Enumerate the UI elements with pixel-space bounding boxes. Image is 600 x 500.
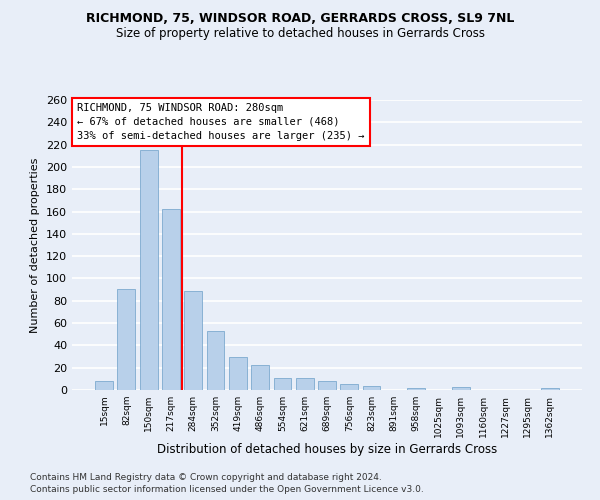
Bar	[118, 288, 136, 390]
Bar	[362, 386, 380, 390]
Bar	[541, 388, 559, 390]
X-axis label: Distribution of detached houses by size in Gerrards Cross: Distribution of detached houses by size …	[157, 442, 497, 456]
Bar	[251, 366, 269, 390]
Text: Contains HM Land Registry data © Crown copyright and database right 2024.: Contains HM Land Registry data © Crown c…	[30, 472, 382, 482]
Bar	[162, 210, 180, 390]
Text: Size of property relative to detached houses in Gerrards Cross: Size of property relative to detached ho…	[115, 28, 485, 40]
Bar	[229, 356, 247, 390]
Text: RICHMOND, 75 WINDSOR ROAD: 280sqm
← 67% of detached houses are smaller (468)
33%: RICHMOND, 75 WINDSOR ROAD: 280sqm ← 67% …	[77, 103, 365, 141]
Bar	[296, 378, 314, 390]
Bar	[452, 386, 470, 390]
Bar	[140, 150, 158, 390]
Text: Contains public sector information licensed under the Open Government Licence v3: Contains public sector information licen…	[30, 485, 424, 494]
Bar	[340, 384, 358, 390]
Text: RICHMOND, 75, WINDSOR ROAD, GERRARDS CROSS, SL9 7NL: RICHMOND, 75, WINDSOR ROAD, GERRARDS CRO…	[86, 12, 514, 26]
Bar	[407, 388, 425, 390]
Bar	[184, 290, 202, 390]
Bar	[95, 381, 113, 390]
Bar	[206, 331, 224, 390]
Bar	[274, 378, 292, 390]
Y-axis label: Number of detached properties: Number of detached properties	[31, 158, 40, 332]
Bar	[318, 381, 336, 390]
